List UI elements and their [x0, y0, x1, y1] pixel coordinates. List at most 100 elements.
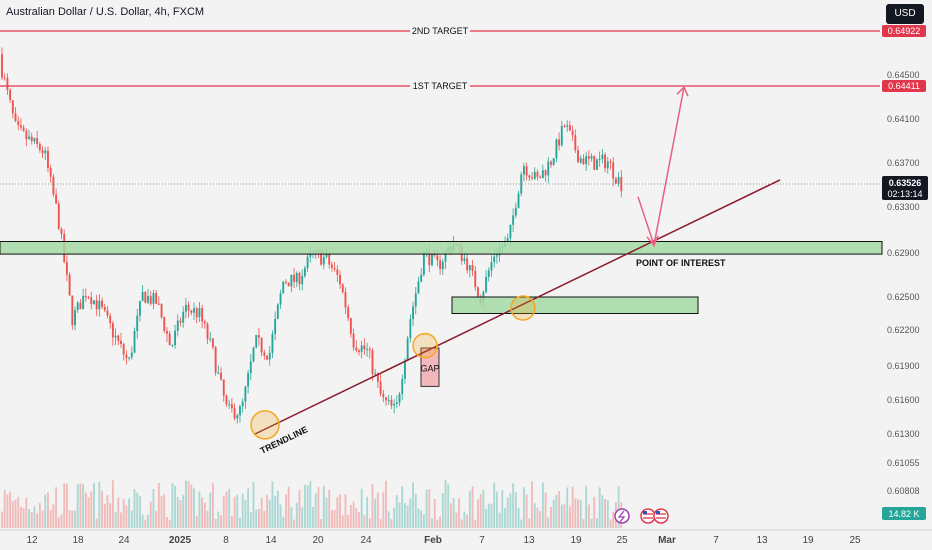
- candle: [382, 393, 385, 398]
- point-of-interest-zone[interactable]: [0, 241, 883, 255]
- us-flag-icon[interactable]: [653, 508, 669, 524]
- volume-bar: [441, 492, 444, 528]
- candle: [155, 293, 158, 304]
- candle: [138, 300, 141, 316]
- candle: [487, 270, 490, 277]
- volume-bar: [517, 507, 520, 528]
- volume-bar: [106, 495, 109, 528]
- volume-bar: [1, 511, 3, 528]
- volume-bar: [160, 495, 163, 528]
- candle: [60, 228, 63, 235]
- candle: [84, 295, 87, 298]
- candle: [558, 139, 561, 146]
- candle: [136, 315, 139, 332]
- volume-bar: [490, 503, 493, 528]
- candle: [374, 373, 377, 375]
- date-tick-label: 12: [26, 535, 38, 546]
- trendline[interactable]: [254, 179, 781, 435]
- date-tick-label: 13: [756, 535, 768, 546]
- volume-bar: [477, 499, 479, 528]
- candle: [257, 335, 260, 338]
- candle: [279, 293, 282, 305]
- volume-bar: [76, 484, 79, 528]
- time-axis[interactable]: 12 18 24 2025 8 14 20 24 Feb 7 13 19 25 Mar 7 13 19 25: [26, 535, 861, 546]
- candle: [174, 330, 177, 346]
- candle: [371, 350, 374, 375]
- candle: [128, 357, 131, 359]
- volume-bar: [63, 483, 66, 528]
- volume-bar: [171, 483, 174, 528]
- date-tick-label: 7: [479, 535, 485, 546]
- lightning-icon[interactable]: [614, 508, 630, 524]
- volume-bar: [358, 512, 360, 528]
- volume-bar: [301, 507, 304, 528]
- candle: [341, 284, 344, 293]
- candle: [65, 262, 68, 275]
- volume-bar: [260, 497, 263, 528]
- volume-bar: [347, 514, 350, 528]
- candle: [517, 193, 520, 208]
- candle: [236, 415, 239, 419]
- volume-bar: [385, 480, 387, 528]
- volume-bar: [471, 486, 474, 528]
- first-target-label: 1ST TARGET: [413, 81, 468, 91]
- volume-bar: [68, 510, 71, 528]
- second-target-price-tag: [882, 25, 926, 37]
- candle: [474, 271, 477, 288]
- candle: [41, 150, 44, 154]
- lower-demand-zone[interactable]: [451, 296, 699, 314]
- price-axis[interactable]: 0.64500 0.64100 0.63700 0.63300 0.62900 0.625…: [887, 70, 920, 496]
- volume-bar: [233, 496, 236, 528]
- arrow-head-icon: [676, 85, 689, 97]
- candle: [98, 300, 101, 310]
- volume-bar: [282, 516, 285, 528]
- volume-bar: [336, 497, 339, 528]
- candle: [195, 308, 198, 318]
- volume-bar: [374, 498, 377, 528]
- candle: [230, 404, 233, 409]
- candle: [509, 224, 512, 239]
- volume-bar: [596, 518, 598, 528]
- candle: [190, 310, 193, 313]
- candle: [495, 255, 498, 257]
- candle: [336, 269, 339, 275]
- volume-bar: [309, 481, 312, 528]
- volume-bar: [163, 494, 166, 528]
- volume-bar: [371, 484, 374, 528]
- candle: [274, 318, 277, 334]
- second-target-price: 0.64922: [888, 26, 921, 36]
- volume-bar: [509, 493, 512, 528]
- volume-bar: [401, 486, 404, 528]
- candle: [163, 317, 166, 331]
- candle: [293, 274, 296, 283]
- candle: [290, 274, 293, 287]
- volume-bar: [468, 491, 471, 528]
- bar-countdown: 02:13:14: [887, 189, 922, 199]
- candle: [531, 177, 533, 179]
- candle: [579, 158, 582, 163]
- candle: [568, 125, 571, 131]
- currency-button[interactable]: USD: [886, 4, 924, 24]
- volume-bar: [44, 494, 47, 528]
- candle: [206, 323, 209, 340]
- gap-label: GAP: [420, 363, 439, 373]
- volume-bar: [404, 503, 406, 528]
- volume-bar: [352, 501, 355, 528]
- candle: [30, 136, 33, 142]
- candle: [79, 302, 82, 310]
- candle: [252, 347, 255, 362]
- volume-bar: [133, 489, 136, 528]
- touch-circle: [412, 332, 438, 359]
- volume-bar: [312, 507, 314, 528]
- candle: [585, 156, 588, 165]
- us-flag-icon[interactable]: [640, 508, 656, 524]
- volume-bar: [328, 489, 331, 528]
- candle: [352, 333, 355, 348]
- candle: [404, 360, 406, 379]
- candle: [574, 135, 577, 151]
- volume-bar: [84, 492, 87, 528]
- candle: [247, 373, 250, 387]
- volume-bar: [344, 494, 347, 528]
- candle: [44, 150, 47, 154]
